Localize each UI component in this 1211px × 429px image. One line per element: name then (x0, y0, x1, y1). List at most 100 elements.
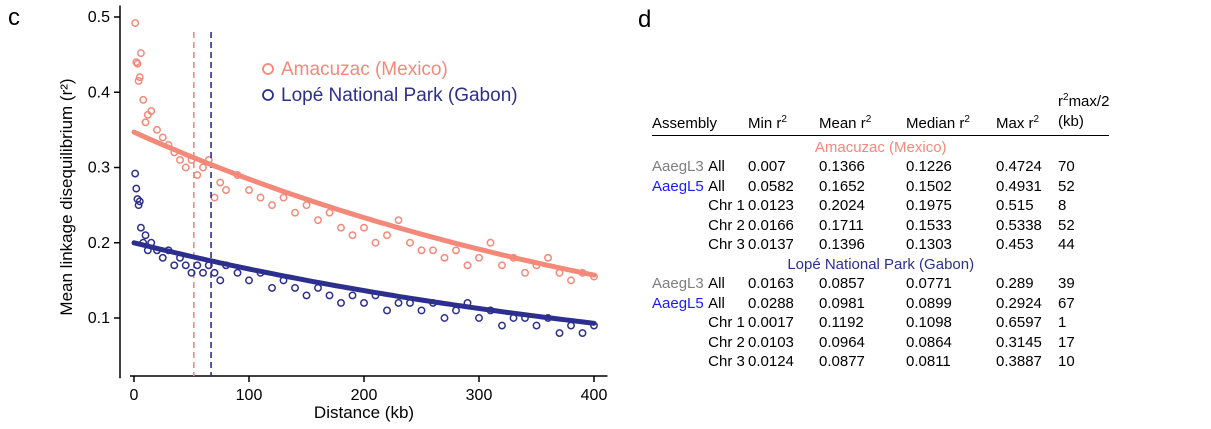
table-cell-median: 0.1226 (906, 158, 952, 175)
table-cell-chr: All (708, 177, 725, 195)
header-r2-half-line1: r2max/2 (1058, 88, 1109, 112)
data-point (360, 299, 368, 307)
data-point (210, 193, 219, 202)
data-point (176, 156, 184, 164)
table-cell-min: 0.0124 (748, 353, 794, 370)
data-point (141, 231, 150, 240)
table-cell-max: 0.515 (996, 197, 1034, 214)
table-cell-median: 0.1975 (906, 197, 952, 214)
table-cell-assembly: AaegL3 (652, 158, 704, 175)
data-point (134, 201, 143, 210)
header-half-suffix: max/2 (1068, 93, 1110, 110)
table-cell-max: 0.3887 (996, 353, 1042, 370)
table-header-row: Assembly Min r2 Mean r2 Median r2 Max r2… (652, 88, 1110, 136)
ld-summary-table: Assembly Min r2 Mean r2 Median r2 Max r2… (652, 88, 1110, 371)
header-assembly-text: Assembly (652, 115, 718, 132)
table-cell-half: 70 (1058, 158, 1075, 175)
data-point (135, 197, 144, 206)
table-cell-median: 0.1533 (906, 216, 952, 234)
table-cell-mean: 0.1396 (819, 236, 865, 253)
y-tick-label: 0.5 (88, 9, 110, 26)
data-point (193, 171, 202, 179)
table-cell-mean: 0.0877 (819, 353, 865, 370)
table-cell-min: 0.0137 (748, 236, 794, 253)
panel-d-label: d (638, 6, 652, 33)
data-point (406, 238, 414, 247)
table-cell-min: 0.0582 (748, 177, 794, 195)
table-cell-half: 44 (1058, 236, 1075, 253)
header-max-sup: 2 (1033, 114, 1040, 125)
table-cell-half: 52 (1058, 216, 1075, 234)
table-cell-max: 0.453 (996, 236, 1034, 253)
legend-label: Lopé National Park (Gabon) (281, 85, 518, 106)
table-row: AaegL3 All 0.0163 0.0857 0.0771 0.289 39 (652, 273, 1109, 292)
header-r2-half: r2max/2 (kb) (1058, 88, 1110, 136)
data-point (475, 253, 483, 262)
table-row: Chr 1 0.0017 0.1192 0.1098 0.6597 1 (652, 312, 1109, 331)
data-point (325, 291, 334, 300)
data-point (216, 276, 225, 285)
table-cell-min: 0.0123 (748, 197, 794, 214)
table-cell-mean: 0.0981 (819, 294, 865, 312)
table-cell-assembly: AaegL5 (652, 177, 704, 195)
data-point (193, 261, 202, 270)
table-cell-min: 0.0288 (748, 294, 794, 312)
header-max-r2: Max r2 (996, 88, 1058, 136)
table-cell-max: 0.289 (996, 275, 1034, 292)
data-point (383, 231, 391, 240)
data-point (158, 253, 167, 262)
table-row: AaegL5 All 0.0288 0.0981 0.0899 0.2924 67 (652, 292, 1109, 312)
table-cell-chr: All (708, 158, 725, 175)
data-point (170, 261, 179, 270)
data-point (136, 223, 145, 232)
data-point (555, 329, 564, 337)
data-point (394, 216, 403, 225)
data-point (452, 246, 460, 255)
data-point (199, 268, 207, 277)
data-point (452, 306, 460, 315)
data-point (291, 283, 299, 292)
data-point (139, 95, 148, 104)
x-tick-label: 200 (351, 387, 378, 404)
table-group-label: Lopé National Park (Gabon) (787, 255, 975, 273)
table-cell-half: 1 (1058, 314, 1067, 331)
header-min-sup: 2 (781, 114, 787, 125)
table-cell-half: 39 (1058, 275, 1075, 292)
data-point (325, 208, 334, 217)
table-cell-assembly (652, 351, 708, 371)
data-point (417, 306, 426, 315)
header-min-r2: Min r2 (748, 88, 819, 136)
data-point (199, 163, 207, 172)
table-row: Chr 3 0.0124 0.0877 0.0811 0.3887 10 (652, 351, 1109, 371)
header-half-r: r (1058, 93, 1063, 110)
y-tick-label: 0.3 (88, 160, 110, 177)
table-row: Chr 2 0.0103 0.0964 0.0864 0.3145 17 (652, 331, 1109, 351)
table-cell-median: 0.0899 (906, 294, 952, 312)
data-point (181, 163, 190, 172)
data-point (486, 238, 495, 247)
header-mean-sup: 2 (865, 114, 872, 125)
fit-curve (131, 129, 597, 278)
data-point (268, 283, 276, 292)
table-cell-chr: All (708, 294, 725, 312)
header-median-sup: 2 (964, 114, 970, 125)
data-point (463, 261, 472, 270)
table-cell-chr: Chr 3 (708, 236, 745, 253)
table-cell-half: 67 (1058, 294, 1075, 312)
data-point (147, 107, 156, 116)
data-point (279, 193, 288, 202)
header-median-r2: Median r2 (906, 88, 996, 136)
legend-marker (262, 63, 274, 75)
table-cell-median: 0.1502 (906, 177, 952, 195)
header-max-text: Max r (996, 115, 1034, 132)
data-point (314, 216, 322, 225)
table-row: Chr 1 0.0123 0.2024 0.1975 0.515 8 (652, 195, 1109, 214)
data-point (348, 291, 357, 300)
table-body: Amacuzac (Mexico) AaegL3 All 0.007 0.1366 0.1… (652, 136, 1109, 371)
x-tick-label: 400 (581, 387, 608, 404)
data-point (233, 268, 242, 277)
table-cell-half: 10 (1058, 353, 1075, 370)
table-cell-max: 0.5338 (996, 216, 1042, 234)
table-cell-max: 0.4724 (996, 158, 1042, 175)
table-row: Chr 3 0.0137 0.1396 0.1303 0.453 44 (652, 234, 1109, 253)
